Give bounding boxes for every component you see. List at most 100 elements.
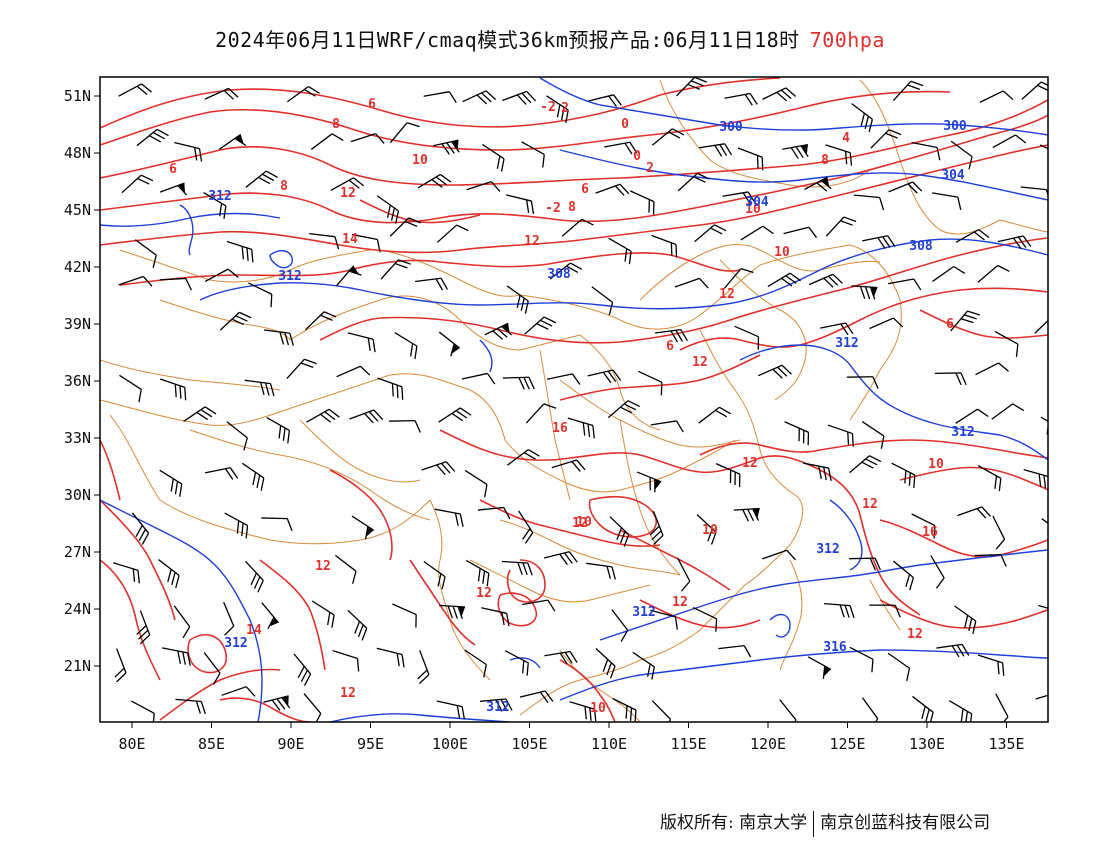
wind-barb [674, 277, 709, 289]
wind-barb [677, 557, 691, 592]
wind-barb [392, 603, 417, 628]
wind-barb [934, 372, 967, 386]
temperature-isoline [439, 429, 821, 474]
wind-barb [389, 419, 421, 433]
wind-barb [482, 143, 505, 172]
temperature-label: 12 [907, 627, 923, 642]
wind-barb [588, 94, 622, 107]
temperature-isoline [100, 114, 1048, 224]
wind-barb [524, 316, 557, 335]
wind-barb [737, 147, 764, 171]
wind-barb [651, 700, 672, 722]
temperature-isoline [329, 469, 393, 561]
temperature-label: 12 [692, 355, 708, 370]
lon-tick-label: 135E [988, 735, 1024, 753]
wind-barb [808, 273, 843, 288]
wind-barb [807, 656, 832, 680]
wind-barb [932, 265, 966, 282]
border-line [559, 649, 641, 722]
temperature-label: 12 [572, 516, 588, 531]
wind-barb [551, 459, 586, 472]
lat-tick-label: 33N [64, 429, 91, 447]
wind-barb [421, 461, 456, 476]
temperature-isoline [100, 99, 1048, 186]
wind-barb [130, 700, 155, 722]
wind-barb [423, 560, 446, 590]
copyright-footer: 版权所有: 南京大学 南京创蓝科技有限公司 [660, 808, 990, 837]
chart-title: 2024年06月11日WRF/cmaq模式36km预报产品:06月11日18时 7… [0, 24, 1100, 53]
wind-barb [286, 358, 317, 379]
wind-barb [891, 462, 916, 488]
wind-barb [286, 85, 320, 103]
wind-barb [888, 278, 922, 291]
wind-barb [544, 650, 578, 665]
wind-barb [1041, 518, 1048, 535]
copyright-owner: 版权所有: 南京大学 [660, 813, 808, 833]
wind-barb [432, 139, 460, 155]
temperature-isoline [119, 252, 741, 286]
temperature-isoline [409, 559, 476, 646]
wind-barb [827, 424, 854, 447]
wind-barb [734, 325, 760, 350]
wind-barb [347, 332, 376, 353]
wind-barb [119, 374, 142, 403]
border-line [539, 349, 571, 501]
wind-barb [955, 408, 989, 424]
temperature-label: 10 [702, 523, 718, 538]
wind-barb [159, 277, 193, 291]
wind-barb [462, 90, 497, 105]
wind-barb [561, 218, 594, 237]
wind-barb [173, 605, 191, 639]
border-line [859, 79, 1001, 235]
wind-barb [112, 562, 140, 584]
wind-barb [955, 228, 990, 243]
wind-barb [464, 649, 487, 678]
temperature-isoline [497, 592, 537, 627]
wind-barb [782, 143, 809, 159]
axis-ticks: 80E 85E 90E 95E 100E 105E 110E 115E 120E 125E 130E… [64, 87, 1025, 753]
wind-barb [159, 182, 188, 196]
wind-barb [723, 268, 754, 289]
wind-barb [175, 698, 206, 715]
height-label: 312 [208, 189, 231, 204]
wind-barb [546, 95, 569, 123]
temperature-isoline [187, 634, 227, 674]
wind-barb [438, 331, 461, 357]
wind-barb [767, 272, 801, 288]
lat-tick-label: 36N [64, 372, 91, 390]
height-label: 312 [835, 336, 858, 351]
wind-barb [632, 651, 655, 680]
lat-tick-label: 48N [64, 144, 91, 162]
border-line [159, 299, 291, 341]
temperature-label: 10 [590, 701, 606, 716]
wind-barb [779, 699, 797, 722]
wind-barb [121, 174, 154, 194]
wind-barb [464, 469, 488, 498]
border-line [504, 439, 736, 493]
wind-barb [334, 554, 357, 584]
wind-barb [136, 610, 151, 645]
wind-barb [347, 609, 368, 641]
temperature-label: 6 [946, 317, 954, 332]
wind-barb [136, 128, 169, 147]
wind-barb [824, 602, 855, 619]
wind-barb [245, 560, 264, 593]
lon-tick-label: 90E [277, 735, 304, 753]
temperature-isoline [506, 559, 546, 603]
wind-barb [650, 609, 678, 630]
wind-barb [977, 465, 1002, 492]
wind-barb [651, 128, 685, 146]
border-line [849, 244, 902, 421]
wind-barb [203, 191, 227, 219]
wind-barb [612, 697, 637, 722]
wind-barb [888, 181, 923, 194]
height-label: 308 [909, 239, 933, 254]
wind-barb [158, 559, 180, 589]
wind-barb [436, 700, 466, 720]
wind-barb [204, 87, 239, 100]
wind-barb [629, 190, 655, 215]
wind-barb [549, 262, 583, 280]
temperature-label: 8 [332, 117, 340, 132]
height-isoline [559, 149, 1048, 201]
wind-barb [992, 134, 1027, 149]
